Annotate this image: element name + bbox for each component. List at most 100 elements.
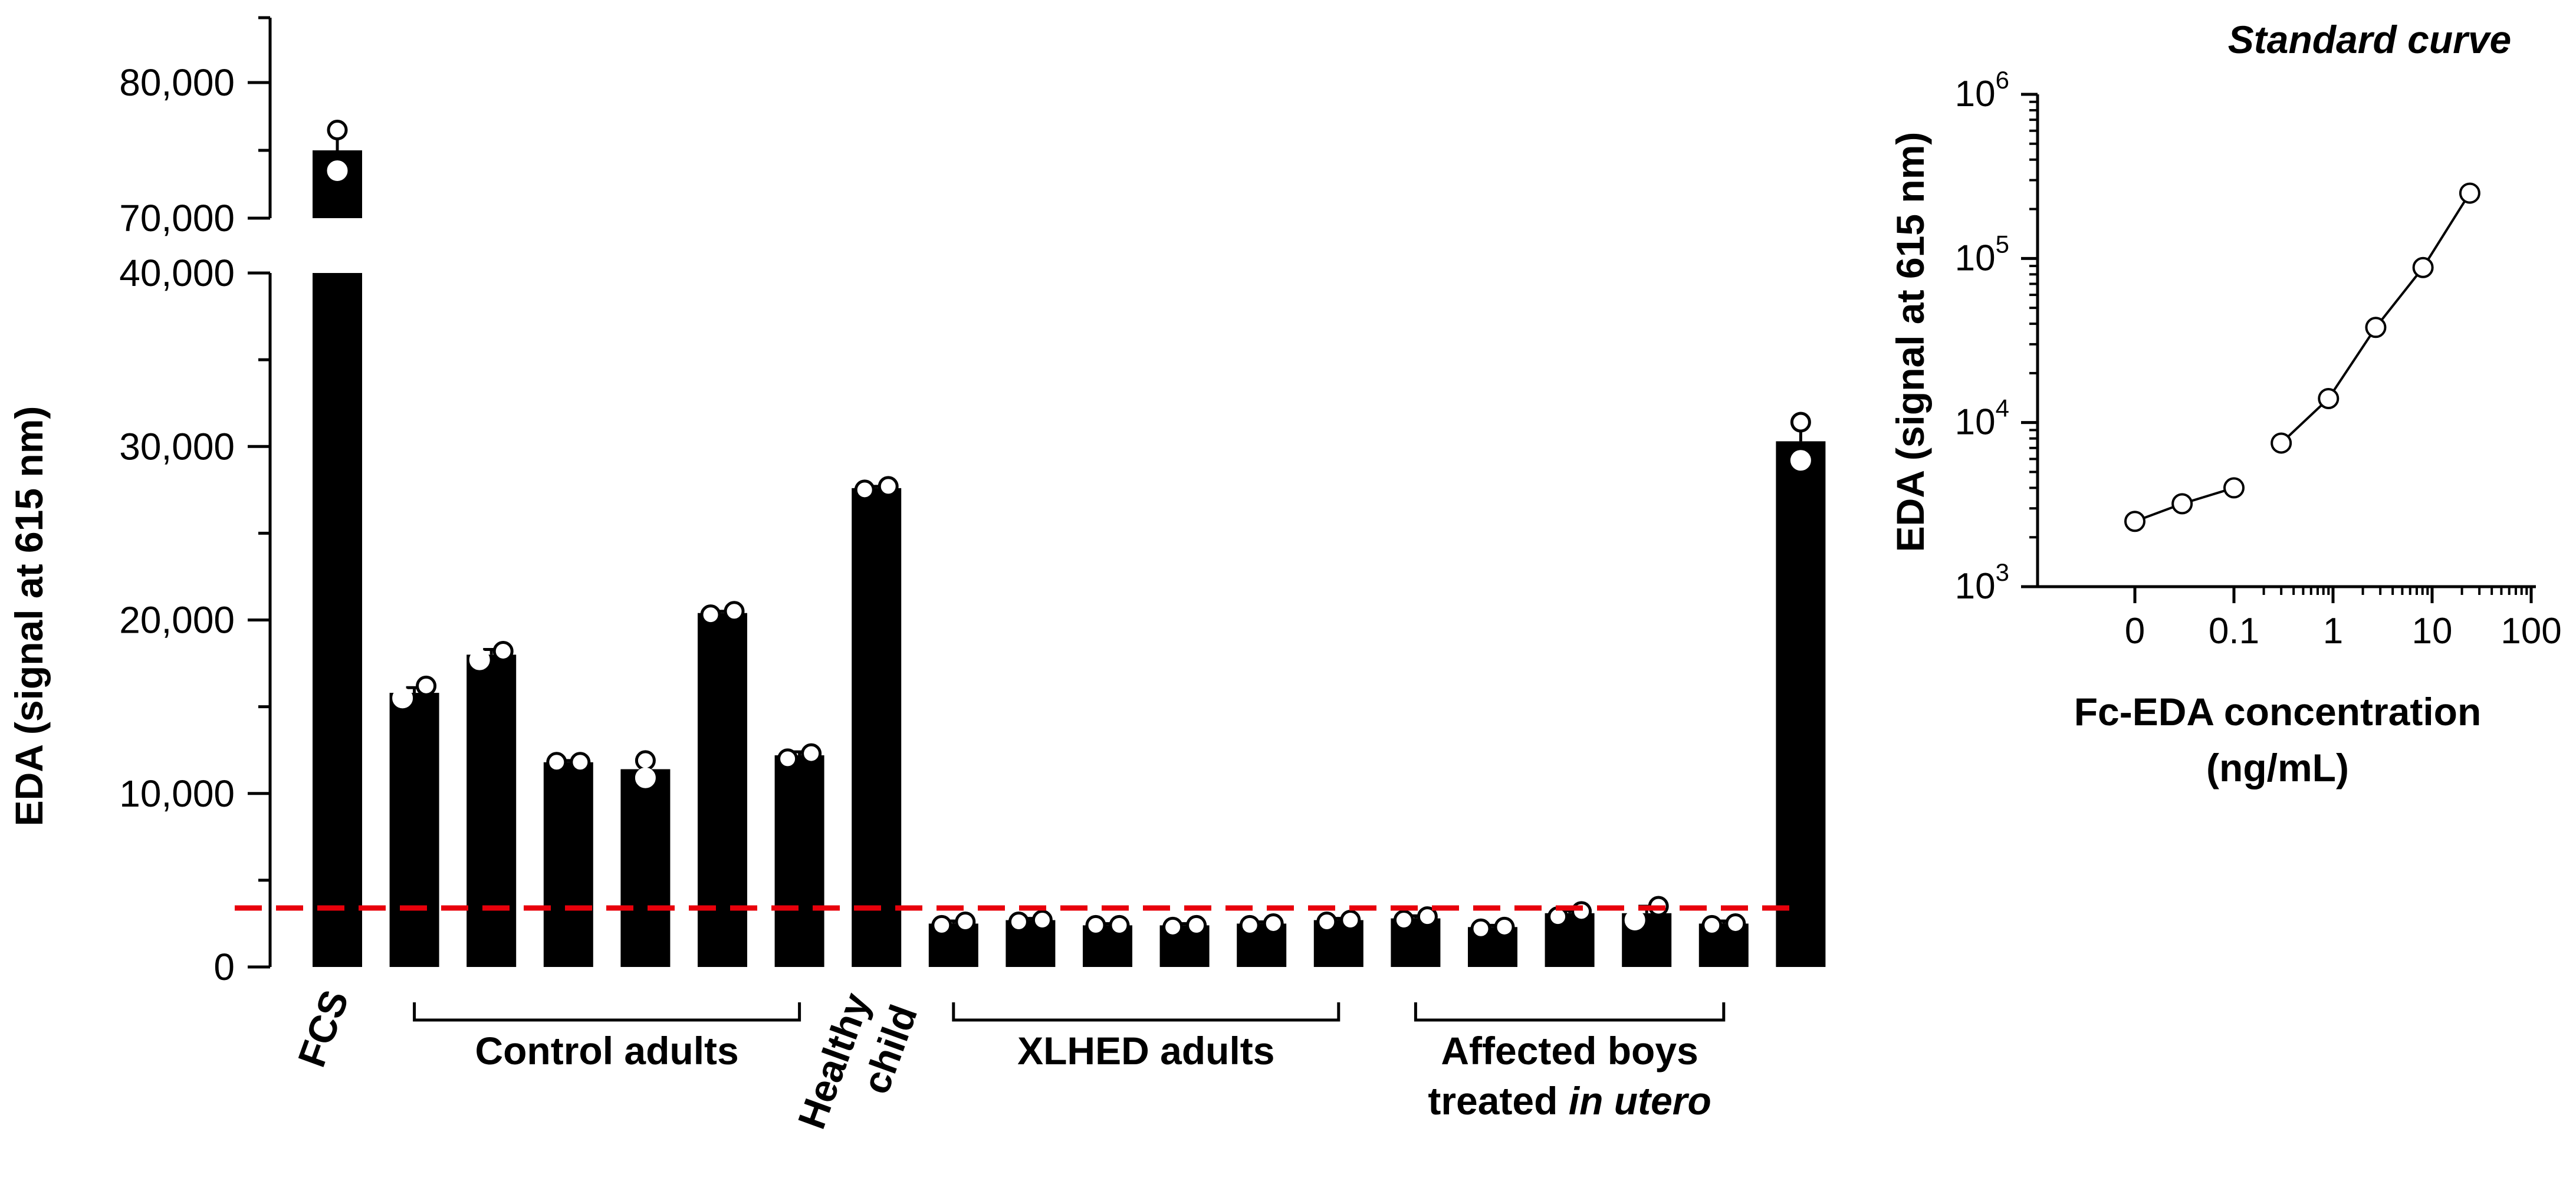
data-point bbox=[570, 752, 591, 773]
data-point bbox=[878, 476, 899, 497]
y-tick-label: 70,000 bbox=[119, 197, 235, 239]
data-point bbox=[1624, 910, 1645, 931]
standard-curve-y-axis-title: EDA (signal at 615 nm) bbox=[1888, 132, 1932, 552]
data-point bbox=[801, 743, 822, 764]
standard-curve-series bbox=[2124, 182, 2480, 532]
data-point bbox=[724, 601, 745, 622]
main-bars bbox=[235, 120, 1826, 967]
standard-curve-x-axis-title: Fc-EDA concentration bbox=[2074, 690, 2482, 733]
std-y-tick-label: 106 bbox=[1955, 66, 2009, 114]
y-tick-label: 30,000 bbox=[119, 425, 235, 468]
y-tick-label: 20,000 bbox=[119, 599, 235, 642]
standard-curve-x-axis-unit: (ng/mL) bbox=[2206, 746, 2349, 789]
data-point bbox=[327, 160, 348, 181]
std-y-tick-exponent: 5 bbox=[1996, 230, 2009, 258]
data-point bbox=[1470, 918, 1491, 939]
std-data-point bbox=[2318, 387, 2340, 409]
y-tick-label: 10,000 bbox=[119, 772, 235, 815]
data-point bbox=[1008, 911, 1029, 932]
data-point bbox=[1790, 450, 1811, 471]
group-label-line2: treated in utero bbox=[1428, 1079, 1711, 1123]
group-label: FCS bbox=[289, 984, 357, 1072]
std-y-tick-label: 103 bbox=[1955, 558, 2009, 607]
data-point bbox=[392, 687, 413, 709]
data-point bbox=[931, 914, 952, 936]
data-point bbox=[700, 604, 721, 626]
std-y-tick-base: 10 bbox=[1955, 238, 1996, 278]
std-data-point bbox=[2171, 493, 2193, 515]
data-point bbox=[1109, 914, 1130, 936]
std-y-tick-exponent: 4 bbox=[1996, 394, 2009, 422]
group-label: XLHED adults bbox=[1017, 1029, 1274, 1073]
std-data-point bbox=[2365, 317, 2387, 338]
data-point bbox=[635, 767, 656, 788]
standard-curve-chart: Standard curve EDA (signal at 615 nm) Fc… bbox=[1888, 18, 2562, 789]
main-y-axis-title: EDA (signal at 615 nm) bbox=[7, 406, 51, 827]
bar bbox=[313, 273, 362, 967]
data-point bbox=[1790, 412, 1811, 433]
data-point bbox=[416, 675, 437, 696]
std-y-tick-base: 10 bbox=[1955, 402, 1996, 443]
bar bbox=[1776, 441, 1826, 967]
std-data-point bbox=[2223, 477, 2245, 499]
std-y-tick-label: 104 bbox=[1955, 394, 2009, 443]
group-label-italic: in utero bbox=[1569, 1079, 1711, 1123]
data-point bbox=[955, 911, 976, 932]
standard-curve-title: Standard curve bbox=[2228, 18, 2512, 61]
bar bbox=[774, 755, 824, 967]
group-bracket bbox=[952, 1002, 1340, 1022]
bar bbox=[389, 693, 439, 967]
data-point bbox=[1085, 914, 1106, 936]
std-data-point bbox=[2459, 182, 2480, 204]
bar bbox=[698, 613, 747, 967]
data-point bbox=[327, 120, 348, 140]
data-point bbox=[777, 748, 799, 769]
data-point bbox=[469, 649, 490, 670]
std-x-tick-label: 0.1 bbox=[2209, 611, 2259, 652]
main-y-tick-labels: 0 10,000 20,000 30,000 40,000 70,000 80,000 bbox=[119, 16, 270, 988]
std-x-tick-label: 1 bbox=[2323, 611, 2343, 652]
data-point bbox=[546, 752, 567, 773]
data-point bbox=[1417, 906, 1438, 927]
main-bar-chart: 0 10,000 20,000 30,000 40,000 70,000 80,000 ED… bbox=[7, 16, 1826, 1134]
bar bbox=[620, 769, 671, 967]
data-point bbox=[492, 640, 514, 662]
std-data-point bbox=[2412, 256, 2434, 278]
data-point bbox=[635, 750, 656, 771]
bar bbox=[466, 654, 517, 967]
bar bbox=[852, 488, 902, 967]
data-point bbox=[1316, 911, 1338, 932]
std-y-tick-base: 10 bbox=[1955, 566, 1996, 607]
std-y-tick-exponent: 3 bbox=[1996, 558, 2009, 586]
data-point bbox=[1701, 914, 1723, 936]
data-point bbox=[1340, 910, 1361, 931]
std-y-tick-exponent: 6 bbox=[1996, 66, 2009, 94]
y-tick-label: 0 bbox=[213, 946, 235, 988]
group-label: Control adults bbox=[475, 1029, 738, 1073]
data-point bbox=[854, 479, 875, 501]
std-y-tick-label: 105 bbox=[1955, 230, 2009, 278]
data-point bbox=[1162, 916, 1184, 937]
y-tick-label: 40,000 bbox=[119, 252, 235, 294]
data-point bbox=[1494, 916, 1515, 937]
data-point bbox=[1186, 914, 1207, 936]
data-point bbox=[1031, 910, 1053, 931]
std-x-tick-label: 10 bbox=[2412, 611, 2453, 652]
data-point bbox=[1263, 913, 1284, 934]
group-label: Affected boys bbox=[1441, 1029, 1698, 1073]
std-data-point bbox=[2271, 432, 2292, 454]
std-y-tick-base: 10 bbox=[1955, 74, 1996, 114]
std-data-point bbox=[2124, 511, 2145, 532]
data-point bbox=[1571, 901, 1592, 922]
std-x-tick-label: 100 bbox=[2501, 611, 2561, 652]
data-point bbox=[1393, 910, 1414, 931]
data-point bbox=[1239, 914, 1260, 936]
group-label-text: treated bbox=[1428, 1079, 1568, 1123]
std-x-tick-label: 0 bbox=[2125, 611, 2145, 652]
bar bbox=[543, 762, 593, 967]
y-tick-label: 80,000 bbox=[119, 61, 235, 104]
group-bracket bbox=[1414, 1002, 1726, 1022]
